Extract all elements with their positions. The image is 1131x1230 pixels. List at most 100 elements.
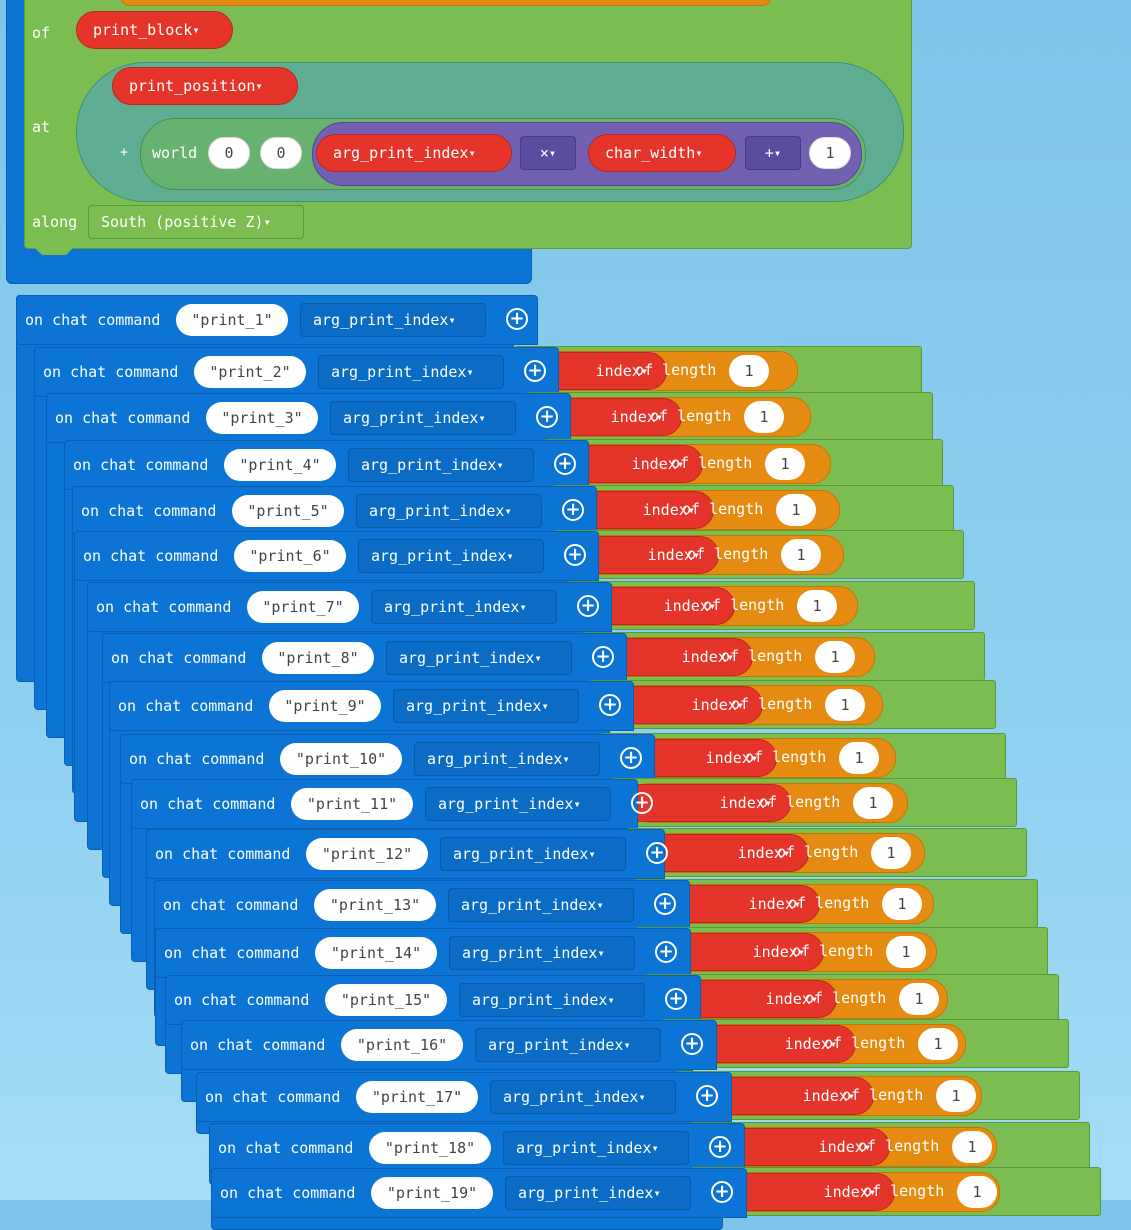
length-input[interactable]: 1 (815, 641, 855, 673)
command-argument-dropdown[interactable]: arg_print_index (300, 303, 486, 337)
length-input[interactable]: 1 (744, 401, 784, 433)
command-name-input[interactable]: "print_17" (356, 1081, 478, 1113)
length-input[interactable]: 1 (797, 590, 837, 622)
variable-label: index (681, 648, 727, 666)
length-input[interactable]: 1 (839, 742, 879, 774)
of-length-label: of length (858, 1137, 940, 1155)
command-argument-dropdown[interactable]: arg_print_index (318, 355, 504, 389)
command-name-input[interactable]: "print_8" (262, 642, 374, 674)
add-argument-icon[interactable]: + (681, 1033, 703, 1055)
char-width-variable[interactable]: char_width (588, 134, 736, 172)
command-name-input[interactable]: "print_19" (371, 1177, 493, 1209)
variable-label: index (705, 749, 751, 767)
command-argument-dropdown[interactable]: arg_print_index (414, 742, 600, 776)
print-position-variable[interactable]: print_position (112, 67, 298, 105)
command-name-input[interactable]: "print_11" (291, 788, 413, 820)
variable-label: index (752, 943, 798, 961)
argument-label: arg_print_index (371, 547, 507, 565)
command-name-input[interactable]: "print_1" (176, 304, 288, 336)
command-argument-dropdown[interactable]: arg_print_index (490, 1080, 676, 1114)
add-argument-icon[interactable]: + (709, 1136, 731, 1158)
print-block-variable[interactable]: print_block (76, 11, 233, 49)
command-argument-dropdown[interactable]: arg_print_index (356, 494, 542, 528)
arg-print-index-variable[interactable]: arg_print_index (316, 134, 512, 172)
text-block-top[interactable] (120, 0, 772, 6)
add-argument-icon[interactable]: + (696, 1085, 718, 1107)
world-x-input[interactable]: 0 (208, 137, 250, 169)
of-length-label: of length (788, 894, 870, 912)
length-input[interactable]: 1 (952, 1131, 992, 1163)
argument-label: arg_print_index (361, 456, 497, 474)
add-argument-icon[interactable]: + (654, 893, 676, 915)
argument-label: arg_print_index (503, 1088, 639, 1106)
add-argument-icon[interactable]: + (577, 595, 599, 617)
add-argument-icon[interactable]: + (665, 988, 687, 1010)
on-chat-command-label: on chat command (218, 1139, 354, 1157)
add-value-input[interactable]: 1 (809, 137, 851, 169)
on-chat-command-label: on chat command (129, 750, 265, 768)
command-name-input[interactable]: "print_15" (325, 984, 447, 1016)
along-direction-dropdown[interactable]: South (positive Z) (88, 205, 304, 239)
add-argument-icon[interactable]: + (506, 308, 528, 330)
length-input[interactable]: 1 (765, 448, 805, 480)
add-argument-icon[interactable]: + (631, 792, 653, 814)
command-name-input[interactable]: "print_2" (194, 356, 306, 388)
length-input[interactable]: 1 (825, 689, 865, 721)
length-input[interactable]: 1 (918, 1028, 958, 1060)
command-argument-dropdown[interactable]: arg_print_index (505, 1176, 691, 1210)
add-argument-icon[interactable]: + (564, 544, 586, 566)
plus-sign: + (120, 145, 128, 160)
length-input[interactable]: 1 (936, 1080, 976, 1112)
command-argument-dropdown[interactable]: arg_print_index (475, 1028, 661, 1062)
command-argument-dropdown[interactable]: arg_print_index (330, 401, 516, 435)
command-argument-dropdown[interactable]: arg_print_index (449, 936, 635, 970)
world-z-input[interactable]: 0 (260, 137, 302, 169)
length-input[interactable]: 1 (871, 837, 911, 869)
add-argument-icon[interactable]: + (554, 453, 576, 475)
command-name-input[interactable]: "print_5" (232, 495, 344, 527)
add-argument-icon[interactable]: + (646, 842, 668, 864)
print-block-label: print_block (93, 21, 193, 39)
multiply-operator-dropdown[interactable]: × (520, 136, 576, 170)
command-name-input[interactable]: "print_9" (269, 690, 381, 722)
command-name-input[interactable]: "print_14" (315, 937, 437, 969)
command-name-input[interactable]: "print_7" (247, 591, 359, 623)
add-argument-icon[interactable]: + (592, 646, 614, 668)
command-argument-dropdown[interactable]: arg_print_index (448, 888, 634, 922)
length-input[interactable]: 1 (899, 983, 939, 1015)
length-input[interactable]: 1 (882, 888, 922, 920)
command-argument-dropdown[interactable]: arg_print_index (503, 1131, 689, 1165)
command-name-input[interactable]: "print_13" (314, 889, 436, 921)
command-argument-dropdown[interactable]: arg_print_index (348, 448, 534, 482)
command-name-input[interactable]: "print_4" (224, 449, 336, 481)
command-name-input[interactable]: "print_3" (206, 402, 318, 434)
command-argument-dropdown[interactable]: arg_print_index (371, 590, 557, 624)
add-argument-icon[interactable]: + (599, 694, 621, 716)
command-name-input[interactable]: "print_10" (280, 743, 402, 775)
add-argument-icon[interactable]: + (536, 406, 558, 428)
command-name-input[interactable]: "print_12" (306, 838, 428, 870)
command-argument-dropdown[interactable]: arg_print_index (459, 983, 645, 1017)
length-input[interactable]: 1 (853, 787, 893, 819)
add-argument-icon[interactable]: + (620, 747, 642, 769)
length-input[interactable]: 1 (957, 1176, 997, 1208)
length-input[interactable]: 1 (729, 355, 769, 387)
command-argument-dropdown[interactable]: arg_print_index (386, 641, 572, 675)
command-name-input[interactable]: "print_16" (341, 1029, 463, 1061)
variable-label: index (784, 1035, 830, 1053)
add-argument-icon[interactable]: + (655, 941, 677, 963)
command-argument-dropdown[interactable]: arg_print_index (440, 837, 626, 871)
of-length-label: of length (687, 545, 769, 563)
command-name-input[interactable]: "print_18" (369, 1132, 491, 1164)
add-argument-icon[interactable]: + (524, 360, 546, 382)
add-argument-icon[interactable]: + (562, 499, 584, 521)
command-argument-dropdown[interactable]: arg_print_index (358, 539, 544, 573)
length-input[interactable]: 1 (781, 539, 821, 571)
command-name-input[interactable]: "print_6" (234, 540, 346, 572)
length-input[interactable]: 1 (886, 936, 926, 968)
command-argument-dropdown[interactable]: arg_print_index (425, 787, 611, 821)
command-argument-dropdown[interactable]: arg_print_index (393, 689, 579, 723)
add-operator-dropdown[interactable]: + (745, 136, 801, 170)
length-input[interactable]: 1 (776, 494, 816, 526)
